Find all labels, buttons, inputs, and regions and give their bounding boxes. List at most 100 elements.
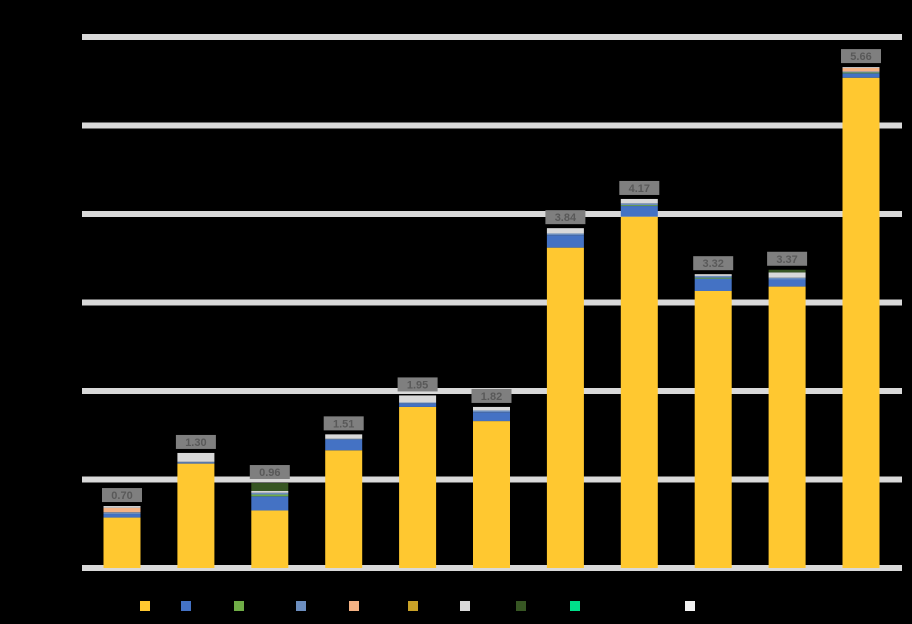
bar-segment-8-series-4 bbox=[620, 203, 658, 206]
data-label-text-3: 0.96 bbox=[259, 467, 280, 479]
bar-segment-3-series-3 bbox=[251, 494, 289, 497]
bar-segment-11-series-7 bbox=[842, 67, 880, 68]
bar-segment-5-series-7 bbox=[399, 395, 437, 403]
legend-swatch-4 bbox=[296, 601, 306, 611]
bar-stack-4 bbox=[325, 434, 363, 568]
legend-item-7 bbox=[460, 596, 470, 616]
bar-segment-8-series-3 bbox=[620, 205, 658, 207]
gridline-5 bbox=[82, 122, 902, 129]
data-label-5: 1.95 bbox=[397, 377, 438, 392]
legend bbox=[0, 596, 912, 616]
data-label-bg-9 bbox=[693, 256, 734, 271]
legend-swatch-8 bbox=[516, 601, 526, 611]
data-label-6: 1.82 bbox=[471, 388, 512, 403]
data-label-text-5: 1.95 bbox=[407, 379, 428, 391]
bar-segment-5-series-4 bbox=[399, 402, 437, 404]
bar-segment-3-series-7 bbox=[251, 491, 289, 493]
bar-segment-2-series-1 bbox=[177, 463, 215, 568]
bar-segment-1-series-2 bbox=[103, 514, 141, 518]
data-label-text-1: 0.70 bbox=[111, 490, 132, 502]
bar-segment-4-series-2 bbox=[325, 439, 363, 451]
data-label-bg-2 bbox=[175, 434, 216, 449]
bar-segment-9-series-3 bbox=[694, 277, 732, 279]
gridline-3 bbox=[82, 299, 902, 306]
bar-stack-8 bbox=[620, 198, 658, 568]
bar-segment-1-series-7 bbox=[103, 506, 141, 508]
bar-segment-9-series-2 bbox=[694, 278, 732, 291]
bar-stack-1 bbox=[103, 506, 141, 568]
data-label-bg-5 bbox=[397, 377, 438, 392]
bar-segment-11-series-2 bbox=[842, 73, 880, 78]
bar-segment-7-series-2 bbox=[546, 235, 584, 248]
bar-segment-7-series-7 bbox=[546, 228, 584, 234]
data-label-10: 3.37 bbox=[767, 251, 808, 266]
bar-segment-10-series-8 bbox=[768, 269, 806, 273]
data-label-bg-7 bbox=[545, 210, 586, 225]
bar-segment-8-series-7 bbox=[620, 198, 658, 204]
legend-swatch-10 bbox=[685, 601, 695, 611]
bar-stack-9 bbox=[694, 274, 732, 568]
data-label-text-7: 3.84 bbox=[555, 212, 577, 224]
data-label-3: 0.96 bbox=[249, 465, 290, 480]
bar-segment-5-series-2 bbox=[399, 403, 437, 407]
legend-item-8 bbox=[516, 596, 526, 616]
bars bbox=[103, 67, 880, 569]
bar-stack-6 bbox=[473, 406, 510, 568]
bar-segment-5-series-1 bbox=[399, 406, 437, 568]
data-label-9: 3.32 bbox=[693, 256, 734, 271]
legend-swatch-6 bbox=[408, 601, 418, 611]
data-label-4: 1.51 bbox=[323, 416, 364, 431]
bar-segment-6-series-2 bbox=[473, 412, 510, 422]
legend-swatch-7 bbox=[460, 601, 470, 611]
bar-segment-11-series-1 bbox=[842, 77, 880, 569]
bar-stack-2 bbox=[177, 452, 215, 568]
bar-stack-7 bbox=[546, 228, 584, 568]
bar-segment-1-series-5 bbox=[103, 507, 141, 513]
legend-swatch-3 bbox=[234, 601, 244, 611]
data-label-text-11: 5.66 bbox=[850, 51, 871, 63]
data-label-bg-1 bbox=[102, 488, 142, 503]
bar-segment-8-series-1 bbox=[620, 216, 658, 568]
bar-segment-11-series-3 bbox=[842, 72, 880, 74]
data-label-bg-10 bbox=[767, 251, 808, 266]
bar-segment-10-series-1 bbox=[768, 286, 806, 568]
data-label-bg-6 bbox=[471, 388, 512, 403]
data-labels: 0.70 1.30 0.96 1.51 1.95 1.82 3.84 4.17 3.32 3.37… bbox=[102, 49, 881, 503]
bar-segment-10-series-7 bbox=[768, 272, 806, 278]
bar-segment-4-series-1 bbox=[325, 450, 363, 568]
legend-item-10 bbox=[685, 596, 695, 616]
data-label-text-4: 1.51 bbox=[333, 418, 354, 430]
legend-item-9 bbox=[570, 596, 580, 616]
data-label-1: 0.70 bbox=[102, 488, 142, 503]
bar-segment-8-series-2 bbox=[620, 206, 658, 217]
bar-stack-11 bbox=[842, 67, 880, 569]
bar-segment-3-series-1 bbox=[251, 510, 289, 568]
gridline-6 bbox=[82, 34, 902, 40]
bar-stack-10 bbox=[768, 269, 806, 568]
bar-segment-7-series-1 bbox=[546, 247, 584, 568]
gridline-4 bbox=[82, 211, 902, 217]
bar-stack-5 bbox=[399, 395, 437, 568]
data-label-2: 1.30 bbox=[175, 434, 216, 449]
data-label-text-2: 1.30 bbox=[185, 437, 206, 449]
data-label-bg-4 bbox=[323, 416, 364, 431]
data-label-text-6: 1.82 bbox=[481, 391, 502, 403]
legend-item-4 bbox=[296, 596, 306, 616]
data-label-text-10: 3.37 bbox=[776, 254, 797, 266]
bar-segment-9-series-7 bbox=[694, 274, 732, 276]
legend-swatch-2 bbox=[181, 601, 191, 611]
legend-swatch-1 bbox=[140, 601, 150, 611]
bar-segment-3-series-4 bbox=[251, 492, 289, 495]
bar-segment-11-series-4 bbox=[842, 71, 880, 73]
legend-swatch-9 bbox=[570, 601, 580, 611]
data-label-bg-8 bbox=[619, 180, 660, 195]
data-label-bg-3 bbox=[249, 465, 290, 480]
bar-segment-2-series-4 bbox=[177, 461, 215, 463]
bar-segment-11-series-5 bbox=[842, 67, 880, 72]
legend-item-2 bbox=[181, 596, 191, 616]
bar-segment-9-series-4 bbox=[694, 275, 732, 278]
bar-segment-3-series-2 bbox=[251, 496, 289, 511]
legend-item-3 bbox=[234, 596, 244, 616]
legend-swatch-5 bbox=[349, 601, 359, 611]
